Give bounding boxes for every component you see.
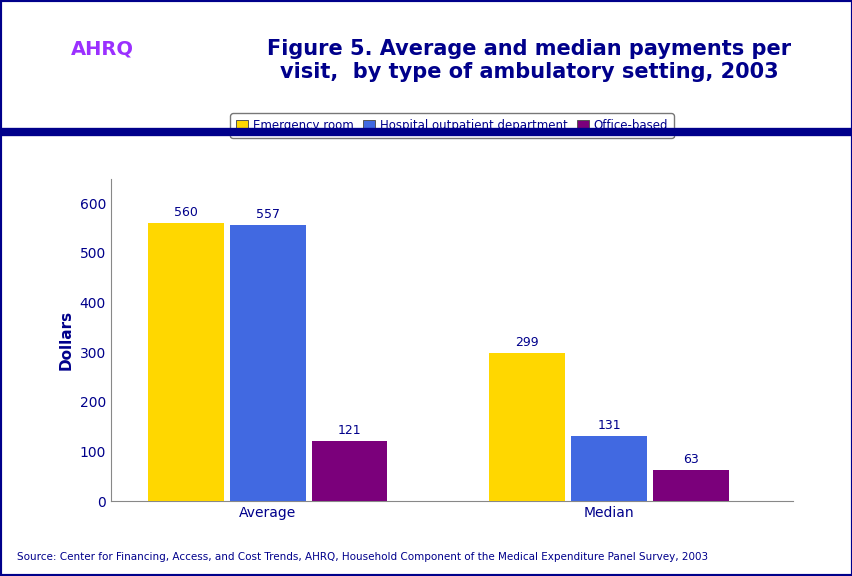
Bar	[312, 441, 387, 501]
Legend: Emergency room, Hospital outpatient department, Office-based: Emergency room, Hospital outpatient depa…	[230, 113, 673, 138]
Bar	[653, 470, 728, 501]
Text: Figure 5. Average and median payments per
visit,  by type of ambulatory setting,: Figure 5. Average and median payments pe…	[267, 39, 790, 82]
Text: 131: 131	[596, 419, 620, 432]
Bar	[489, 353, 564, 501]
Text: Advancing
Excellence in
Health Care: Advancing Excellence in Health Care	[78, 74, 127, 104]
Text: AHRQ: AHRQ	[71, 40, 134, 58]
Bar	[148, 223, 223, 501]
Text: 557: 557	[256, 208, 279, 221]
Text: 63: 63	[682, 453, 698, 466]
Bar	[230, 225, 305, 501]
Y-axis label: Dollars: Dollars	[59, 310, 74, 370]
Bar	[571, 436, 646, 501]
Text: Source: Center for Financing, Access, and Cost Trends, AHRQ, Household Component: Source: Center for Financing, Access, an…	[17, 552, 707, 562]
Text: 299: 299	[515, 336, 538, 349]
Text: 121: 121	[337, 424, 361, 437]
Text: 560: 560	[174, 206, 198, 219]
